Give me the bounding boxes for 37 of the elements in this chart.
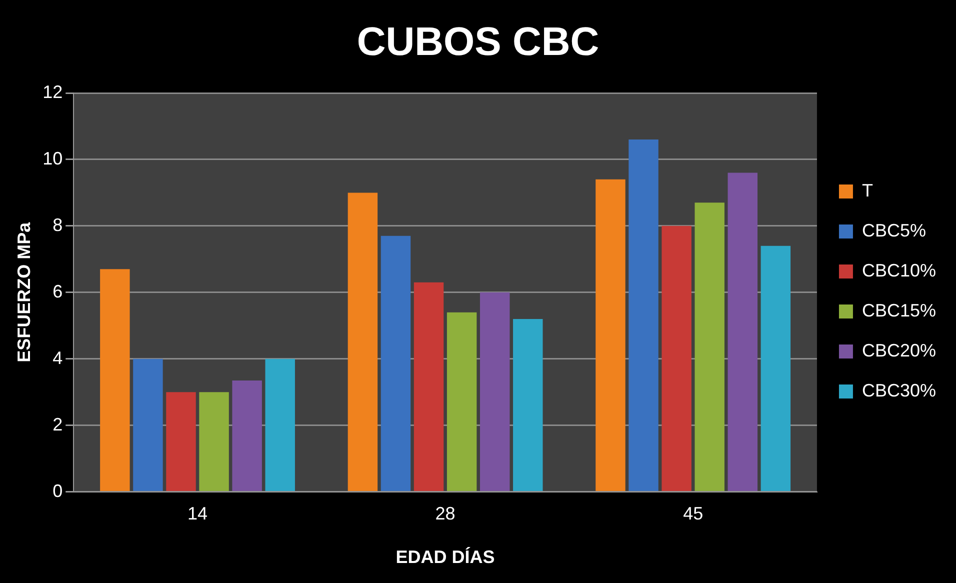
legend-label: CBC10% — [862, 260, 936, 280]
bar — [662, 226, 692, 492]
legend-label: CBC20% — [862, 340, 936, 360]
y-tick-label: 8 — [52, 214, 63, 235]
x-axis-title: EDAD DÍAS — [396, 547, 495, 568]
legend-label: T — [862, 180, 873, 200]
bar — [760, 246, 791, 492]
bar — [480, 292, 510, 492]
legend-label: CBC5% — [862, 220, 926, 240]
x-tick-label: 45 — [683, 504, 704, 524]
y-tick-label: 12 — [42, 82, 63, 102]
y-tick-label: 0 — [52, 480, 63, 501]
x-tick-label: 28 — [435, 504, 456, 524]
bar — [414, 282, 444, 492]
bar — [513, 318, 543, 492]
bar — [232, 380, 262, 492]
bar — [728, 172, 758, 492]
bar — [133, 358, 163, 492]
bar — [199, 392, 229, 492]
bar — [694, 202, 724, 492]
bar — [380, 236, 411, 492]
x-tick-label: 14 — [187, 504, 208, 524]
y-tick-label: 2 — [52, 414, 63, 434]
y-tick-label: 6 — [52, 281, 63, 302]
bar — [596, 179, 626, 492]
y-tick-label: 10 — [42, 148, 63, 168]
legend-label: CBC15% — [862, 300, 936, 320]
bar — [166, 392, 196, 492]
y-tick-label: 4 — [52, 348, 63, 368]
bar — [628, 140, 658, 492]
bar — [100, 269, 130, 492]
y-axis-title: ESFUERZO MPa — [14, 221, 34, 362]
bar — [348, 192, 378, 492]
bar — [446, 312, 477, 492]
chart-title: CUBOS CBC — [356, 20, 600, 64]
legend-label: CBC30% — [862, 380, 936, 400]
bar — [265, 358, 295, 492]
